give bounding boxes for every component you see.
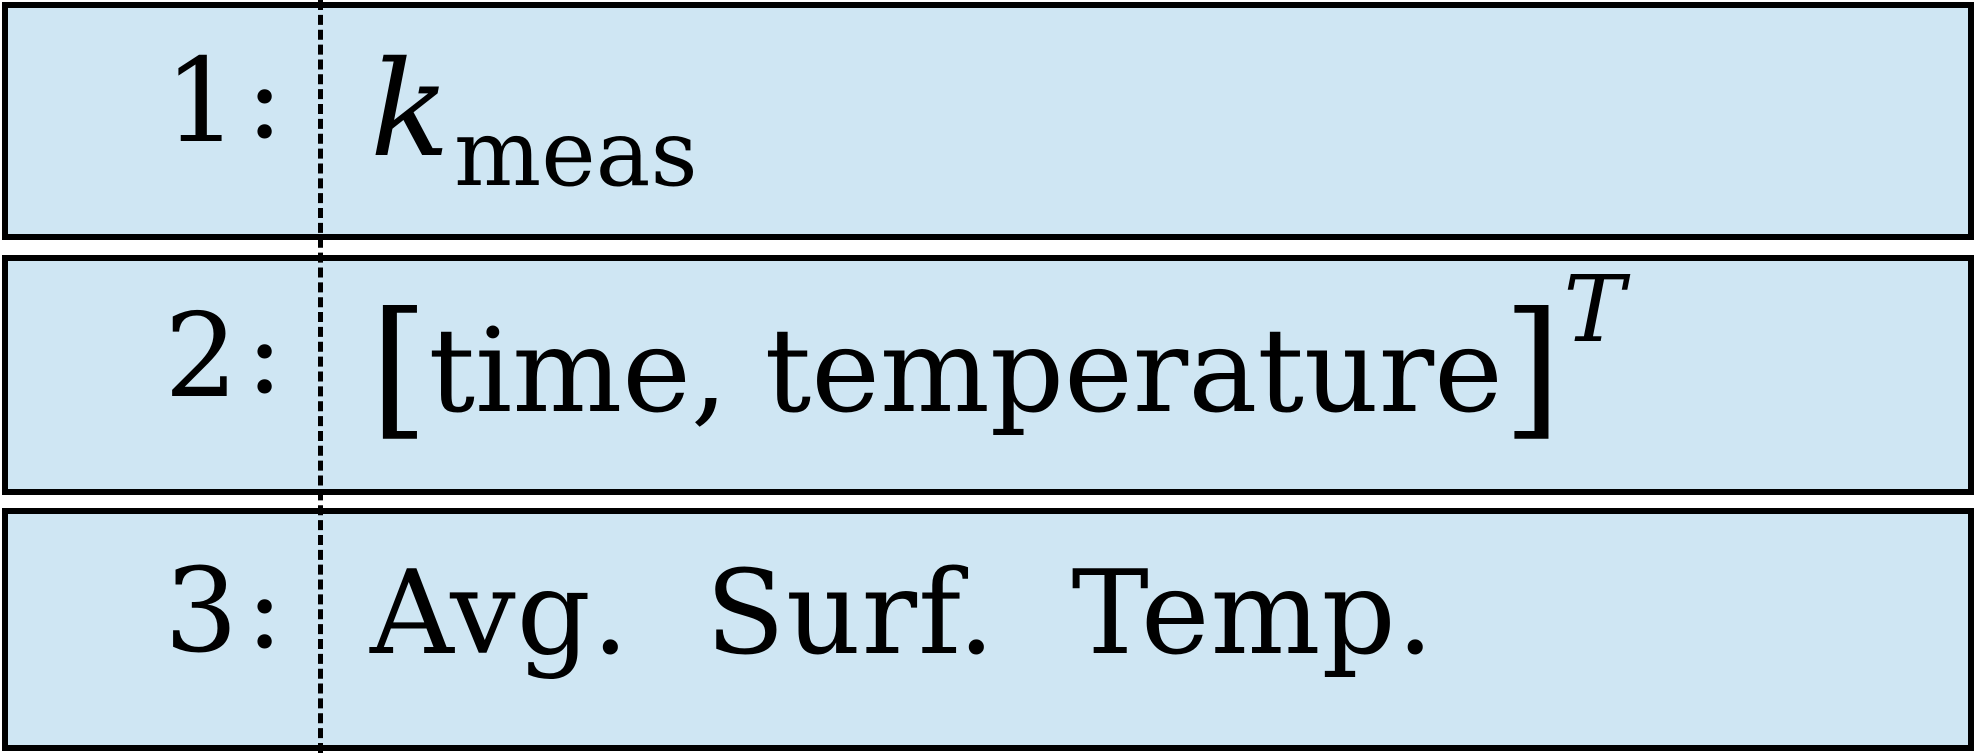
row-3: 3 : Avg. Surf. Temp.	[2, 508, 1974, 751]
row-2: 2 : [time, temperature]T	[2, 255, 1974, 495]
row-index: 2	[164, 289, 238, 424]
open-bracket: [	[370, 281, 429, 455]
row-index: 3	[164, 544, 238, 679]
row-separator: :	[246, 545, 284, 673]
row-index: 1	[164, 34, 238, 169]
row-content: Avg. Surf. Temp.	[370, 546, 1435, 681]
dashed-divider	[318, 0, 323, 753]
subscript-meas: meas	[454, 100, 698, 207]
row-1: 1 : kmeas	[2, 2, 1974, 240]
transpose-superscript: T	[1563, 256, 1625, 363]
row-content: [time, temperature]T	[370, 264, 1625, 444]
row-content: kmeas	[370, 44, 698, 200]
row-separator: :	[246, 290, 284, 418]
vector-text: time, temperature	[428, 304, 1503, 439]
close-bracket: ]	[1502, 281, 1562, 455]
row-separator: :	[246, 35, 284, 163]
symbol-k: k	[370, 33, 450, 187]
